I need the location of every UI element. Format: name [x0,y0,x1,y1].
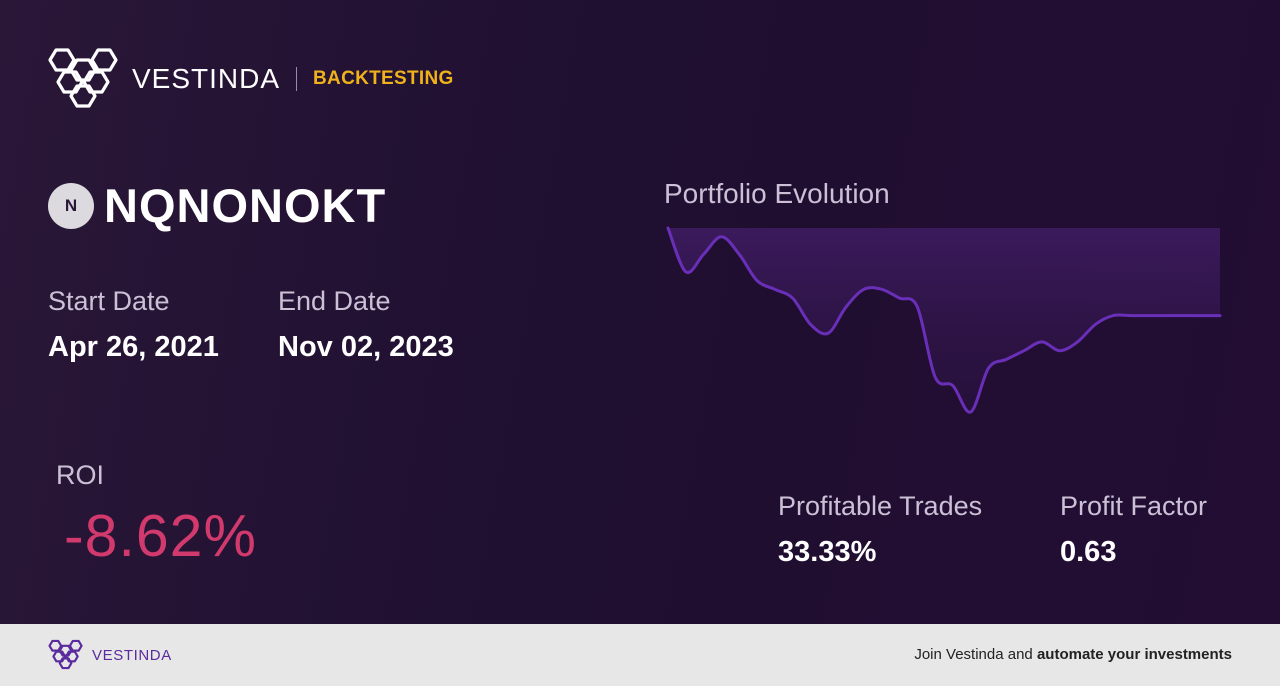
roi-label: ROI [56,460,105,490]
logo-divider [296,67,298,91]
footer-brand-name: VESTINDA [92,646,172,664]
portfolio-area [668,228,1220,413]
footer-bar: VESTINDA Join Vestinda and automate your… [0,624,1280,686]
profit-factor-label: Profit Factor [1060,491,1208,521]
end-date-label: End Date [278,286,391,316]
footer-cta-prefix: Join Vestinda and [914,646,1037,663]
strategy-header: N NQNONOKT [48,178,386,233]
hero-panel: VESTINDA BACKTESTING N NQNONOKT Start Da… [0,0,1280,624]
start-date-value: Apr 26, 2021 [48,331,219,363]
profit-factor-value: 0.63 [1060,536,1117,568]
footer-cta-bold: automate your investments [1036,646,1232,663]
start-date-label: Start Date [48,286,170,316]
portfolio-line [666,226,1222,414]
brand-name: VESTINDA [132,63,281,94]
footer-logo[interactable]: VESTINDA [48,639,172,671]
strategy-name: NQNONOKT [104,179,387,232]
brand-logo[interactable]: VESTINDA BACKTESTING [48,46,454,112]
roi-value: -8.62% [64,503,257,569]
profitable-trades-label: Profitable Trades [778,491,983,521]
portfolio-chart [666,226,1222,414]
chart-title: Portfolio Evolution [664,178,890,209]
footer-cta[interactable]: Join Vestinda and automate your investme… [914,646,1232,663]
brand-tag: BACKTESTING [313,68,454,89]
vestinda-logo-icon [48,48,118,108]
strategy-badge: N [48,182,94,229]
profitable-trades-value: 33.33% [778,536,877,568]
vestinda-logo-icon [48,639,83,670]
end-date-value: Nov 02, 2023 [278,331,454,363]
